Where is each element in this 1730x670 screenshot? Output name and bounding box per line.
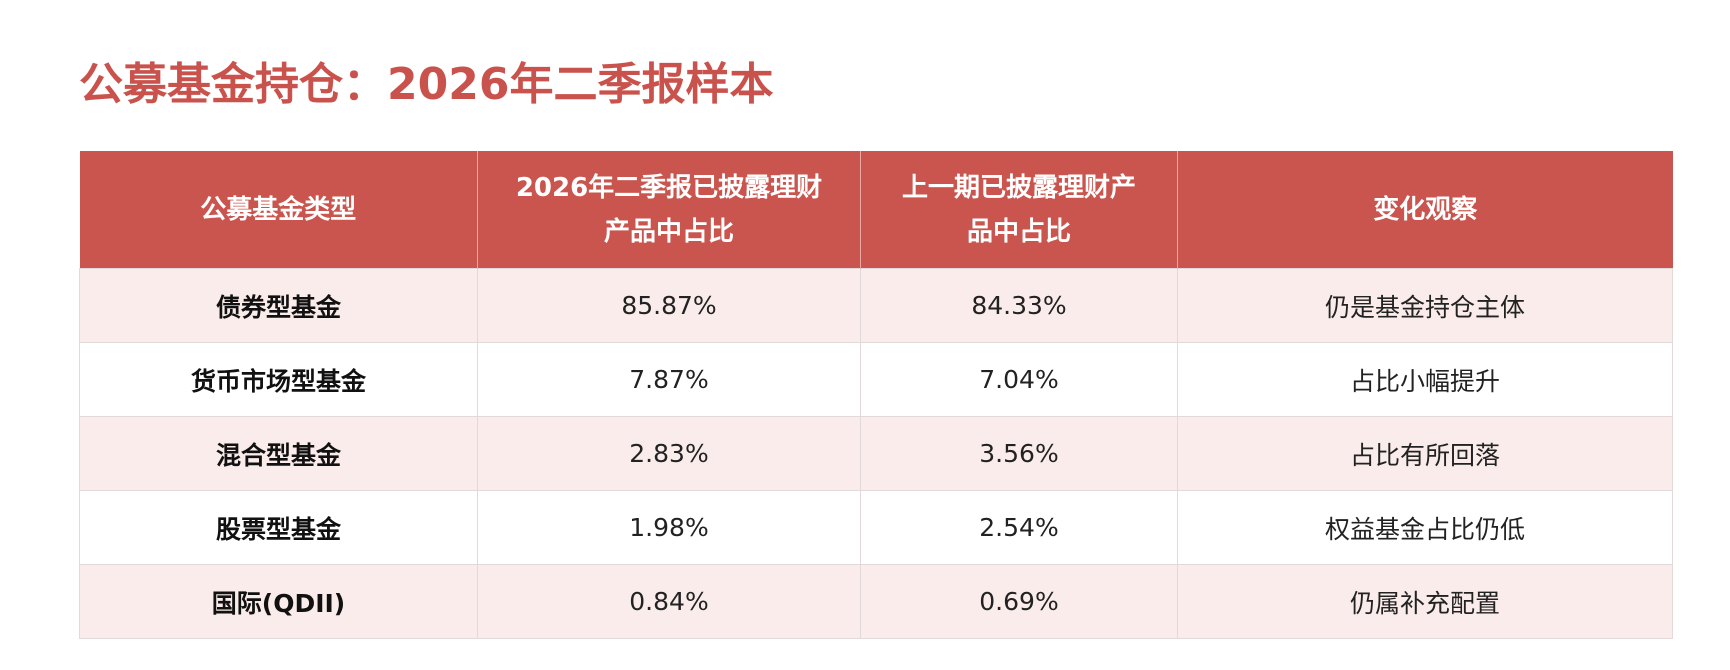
table-cell: 3.56% (860, 416, 1178, 491)
table-cell: 权益基金占比仍低 (1177, 490, 1673, 565)
table-cell: 0.69% (860, 564, 1178, 639)
column-header: 变化观察 (1177, 151, 1673, 269)
table-cell: 国际(QDII) (79, 564, 478, 639)
table-cell: 仍是基金持仓主体 (1177, 268, 1673, 343)
table-cell: 85.87% (477, 268, 861, 343)
page-title: 公募基金持仓：2026年二季报样本 (79, 59, 774, 110)
table-cell: 混合型基金 (79, 416, 478, 491)
table-cell: 7.87% (477, 342, 861, 417)
table-cell: 0.84% (477, 564, 861, 639)
table-row: 货币市场型基金 7.87% 7.04% 占比小幅提升 (79, 342, 1673, 417)
table-cell: 84.33% (860, 268, 1178, 343)
table-cell: 2.83% (477, 416, 861, 491)
table-row: 国际(QDII) 0.84% 0.69% 仍属补充配置 (79, 564, 1673, 639)
column-header: 上一期已披露理财产品中占比 (860, 151, 1178, 269)
table-cell: 仍属补充配置 (1177, 564, 1673, 639)
column-header: 2026年二季报已披露理财产品中占比 (477, 151, 861, 269)
header-row: 公募基金类型 2026年二季报已披露理财产品中占比 上一期已披露理财产品中占比 变化观… (79, 151, 1673, 269)
table-row: 债券型基金 85.87% 84.33% 仍是基金持仓主体 (79, 268, 1673, 343)
table-cell: 货币市场型基金 (79, 342, 478, 417)
table-cell: 债券型基金 (79, 268, 478, 343)
data-table: 公募基金类型 2026年二季报已披露理财产品中占比 上一期已披露理财产品中占比 变化观… (79, 151, 1673, 639)
table-cell: 占比小幅提升 (1177, 342, 1673, 417)
table-row: 混合型基金 2.83% 3.56% 占比有所回落 (79, 416, 1673, 491)
table-header: 公募基金类型 2026年二季报已披露理财产品中占比 上一期已披露理财产品中占比 变化观… (79, 151, 1673, 269)
table-cell: 股票型基金 (79, 490, 478, 565)
table-cell: 占比有所回落 (1177, 416, 1673, 491)
table-cell: 7.04% (860, 342, 1178, 417)
table-body: 债券型基金 85.87% 84.33% 仍是基金持仓主体 货币市场型基金 7.87% 7.0… (79, 268, 1673, 639)
table-cell: 1.98% (477, 490, 861, 565)
table-cell: 2.54% (860, 490, 1178, 565)
table-row: 股票型基金 1.98% 2.54% 权益基金占比仍低 (79, 490, 1673, 565)
column-header: 公募基金类型 (79, 151, 478, 269)
